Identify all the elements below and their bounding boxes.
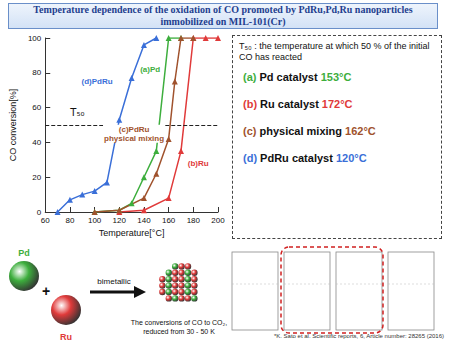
svg-text:bimetallic: bimetallic (97, 277, 130, 286)
svg-text:100: 100 (28, 34, 42, 43)
svg-text:60: 60 (32, 103, 41, 112)
svg-text:(c)PdRu: (c)PdRu (119, 125, 150, 134)
svg-text:40: 40 (32, 138, 41, 147)
html-text:*K. Sato et al. Scientific rep: *K. Sato et al. Scientific reports, 6, A… (273, 333, 444, 339)
svg-text:80: 80 (32, 68, 41, 77)
svg-text:60: 60 (41, 216, 50, 225)
svg-text:100: 100 (88, 216, 102, 225)
svg-text:160: 160 (162, 216, 176, 225)
svg-text:(a)Pd: (a)Pd (140, 65, 160, 74)
html-text:(d) PdRu catalyst 120°C: (d) PdRu catalyst 120°C (243, 152, 367, 164)
svg-text:(d)PdRu: (d)PdRu (82, 77, 113, 86)
html-text:(b) Ru catalyst 172°C: (b) Ru catalyst 172°C (243, 98, 353, 110)
svg-text:physical mixing: physical mixing (104, 134, 164, 143)
svg-text:T₅₀: T₅₀ (69, 107, 84, 118)
html-text:(a) Pd catalyst 153°C: (a) Pd catalyst 153°C (243, 71, 352, 83)
svg-text:180: 180 (187, 216, 201, 225)
svg-text:Pd: Pd (18, 248, 30, 258)
html-text:Temperature dependence of the: Temperature dependence of the oxidation … (33, 4, 413, 27)
svg-text:Ru: Ru (60, 332, 72, 342)
svg-text:(b)Ru: (b)Ru (188, 159, 209, 168)
svg-text:120: 120 (113, 216, 127, 225)
svg-text:140: 140 (137, 216, 151, 225)
svg-text:CO conversion[%]: CO conversion[%] (8, 89, 18, 162)
svg-text:0: 0 (36, 207, 42, 217)
html-text:(c) physical mixing 162°C: (c) physical mixing 162°C (243, 125, 376, 137)
svg-text:200: 200 (211, 216, 225, 225)
svg-text:Temperature[°C]: Temperature[°C] (99, 228, 165, 238)
html-text:The conversions of CO to CO₂,: The conversions of CO to CO₂, reduced fr… (130, 319, 228, 335)
svg-text:20: 20 (32, 173, 41, 182)
svg-text:80: 80 (65, 216, 74, 225)
svg-text:+: + (42, 283, 50, 299)
html-text:T₅₀ : the temperature at which: T₅₀ : the temperature at which 50 % of t… (239, 41, 430, 62)
